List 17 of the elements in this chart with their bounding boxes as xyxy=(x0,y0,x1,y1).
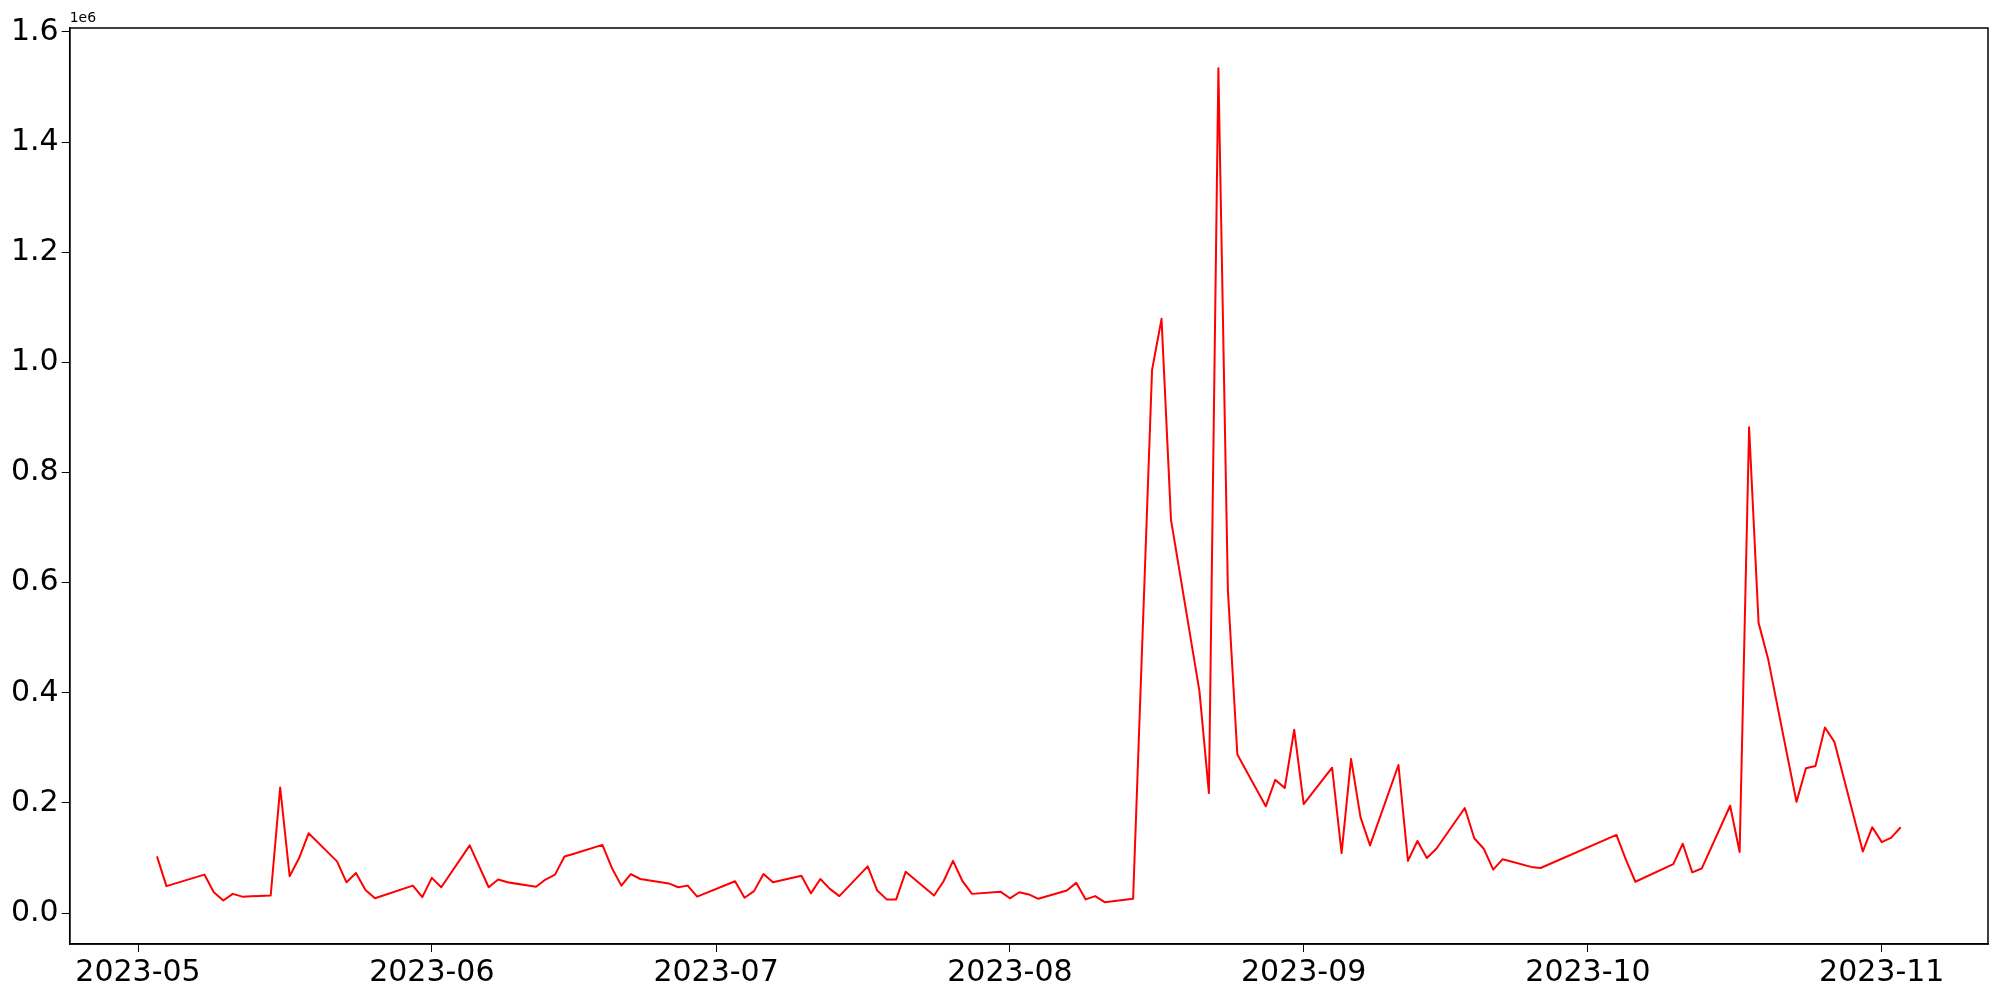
y-tick-label: 1.4 xyxy=(10,121,59,157)
text: 1e6 xyxy=(69,8,97,25)
x-tick-label: 2023-11 xyxy=(1819,952,1945,988)
y-tick-label: 0.0 xyxy=(10,892,59,928)
x-tick-label: 2023-10 xyxy=(1525,952,1651,988)
y-tick-label: 0.4 xyxy=(10,672,59,708)
y-tick-label: 1.2 xyxy=(10,231,59,267)
x-tick-label: 2023-06 xyxy=(369,952,495,988)
x-tick-label: 2023-08 xyxy=(947,952,1073,988)
x-tick-label: 2023-07 xyxy=(653,952,779,988)
x-tick-label: 2023-05 xyxy=(75,952,201,988)
y-tick-label: 1.0 xyxy=(10,342,59,378)
y-tick-label: 0.6 xyxy=(10,562,59,598)
y-tick-label: 0.2 xyxy=(10,782,59,818)
x-tick-label: 2023-09 xyxy=(1241,952,1367,988)
y-tick-label: 0.8 xyxy=(10,452,59,488)
y-tick-label: 1.6 xyxy=(10,11,59,47)
